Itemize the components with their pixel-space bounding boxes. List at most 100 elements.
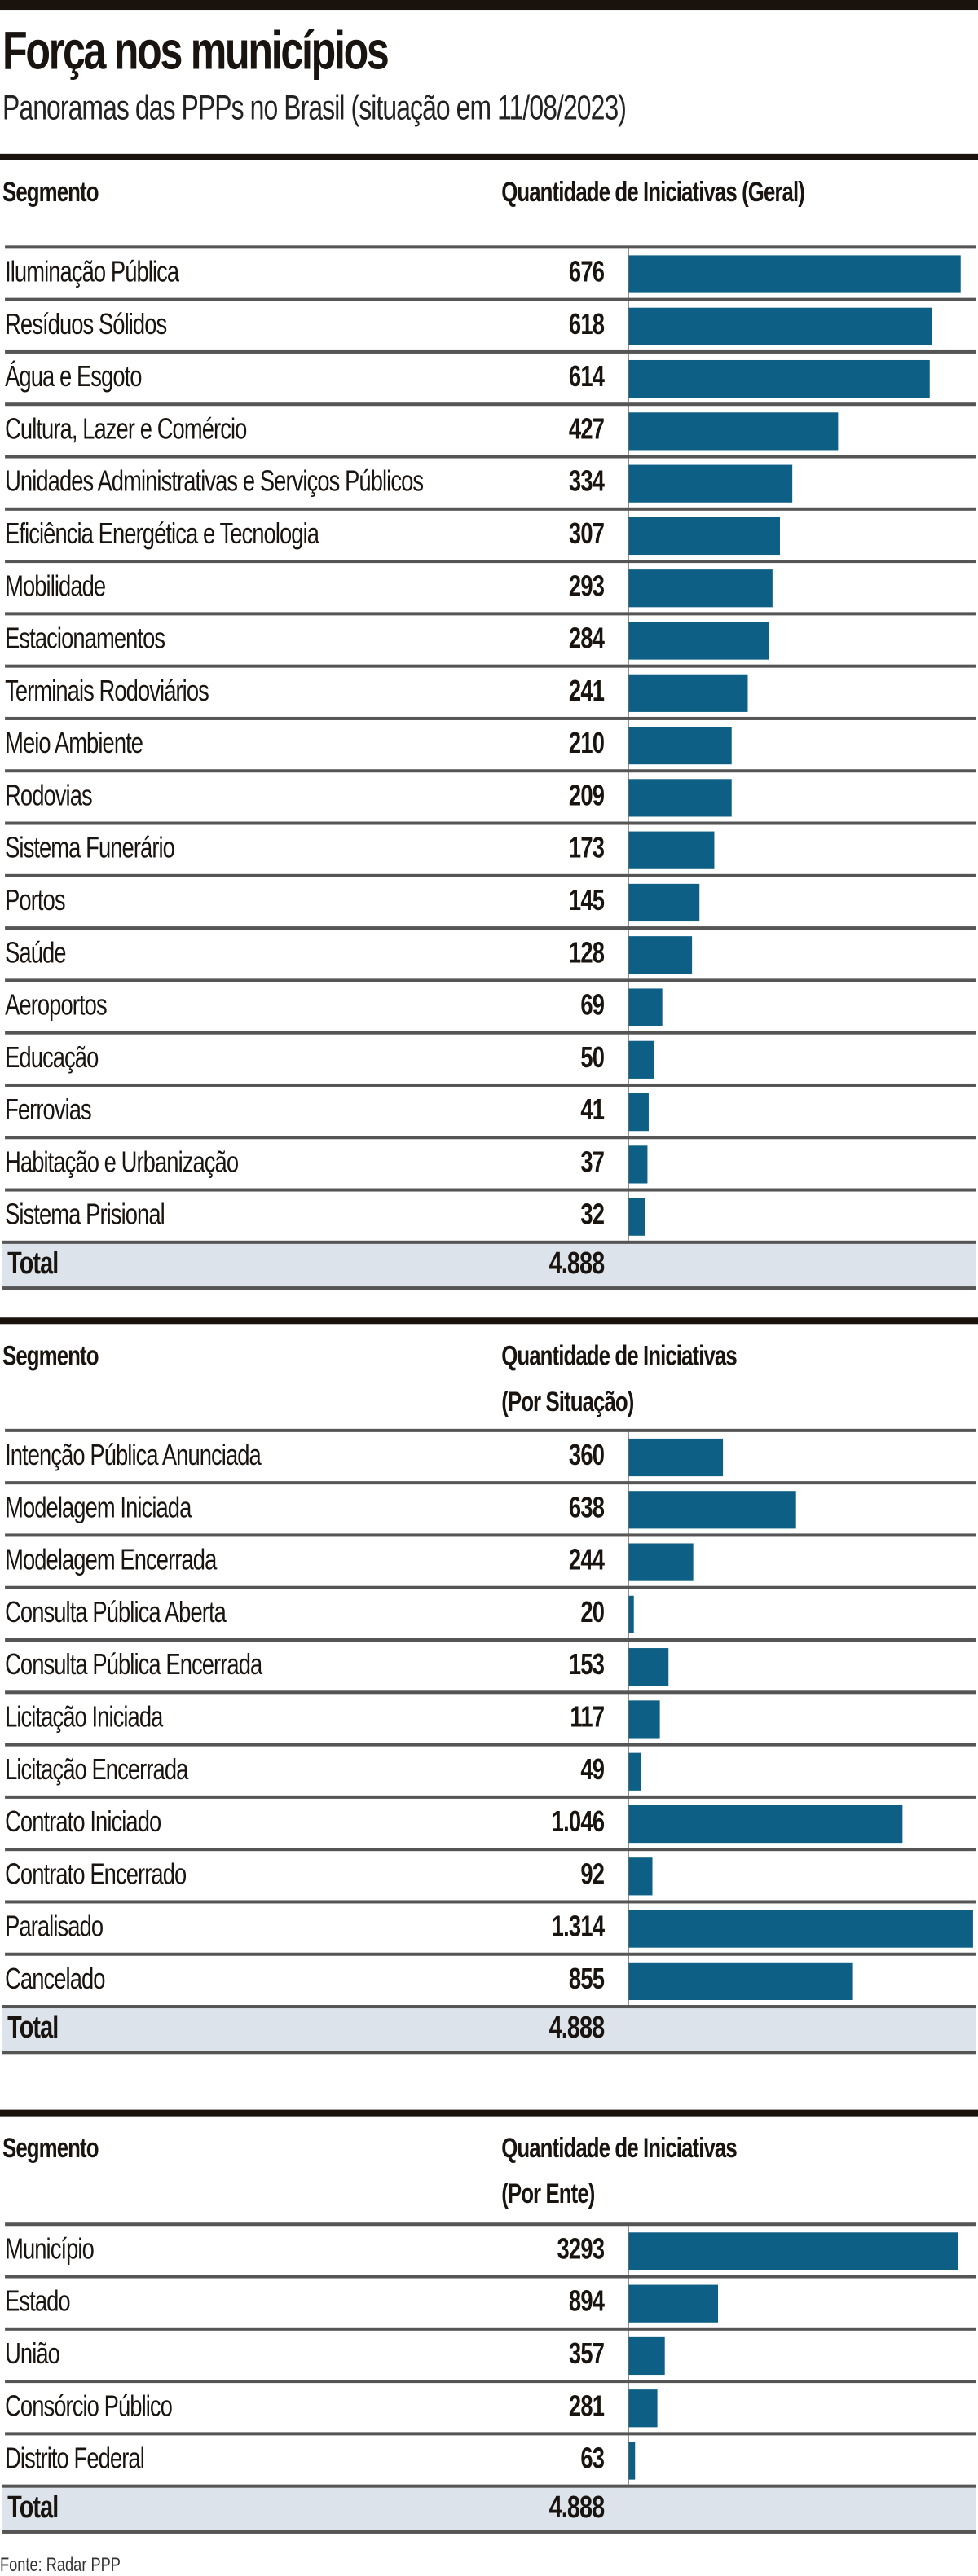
bar	[628, 2442, 636, 2480]
bar	[628, 831, 714, 869]
axis-line	[628, 349, 629, 403]
value-label: 618	[568, 307, 605, 341]
value-label: 3293	[557, 2232, 605, 2266]
chart-title: Força nos municípios	[2, 20, 390, 81]
table-row: Distrito Federal 63	[5, 2432, 976, 2485]
bar	[628, 255, 961, 293]
axis-line	[628, 1083, 629, 1136]
axis-line	[628, 1848, 629, 1901]
bar	[628, 1040, 654, 1079]
table-row: Paralisado 1.314	[5, 1900, 976, 1953]
value-label: 1.314	[551, 1910, 605, 1943]
axis-line	[628, 978, 629, 1031]
bar	[628, 1700, 660, 1739]
axis-line	[628, 402, 629, 455]
table-row: Portos 145	[5, 873, 976, 927]
bar	[628, 2336, 665, 2376]
segment-label: Meio Ambiente	[5, 726, 143, 760]
bar	[628, 1857, 654, 1896]
table-row: Estado 894	[5, 2275, 976, 2328]
segment-label: Consulta Pública Aberta	[5, 1595, 227, 1629]
bar	[628, 726, 733, 765]
value-label: 638	[568, 1491, 605, 1524]
segment-header: Segmento	[2, 2132, 99, 2164]
table-row: União 357	[5, 2327, 976, 2380]
axis-line	[628, 1690, 629, 1743]
value-header-sub: (Por Ente)	[501, 2178, 595, 2210]
axis-line	[628, 507, 629, 560]
value-label: 855	[568, 1962, 605, 1995]
section-rule	[0, 1317, 978, 1325]
value-label: 894	[568, 2284, 605, 2318]
segment-label: Distrito Federal	[5, 2442, 145, 2475]
axis-line	[628, 1428, 629, 1482]
bar	[628, 2232, 958, 2270]
value-label: 334	[568, 464, 605, 498]
value-label: 241	[568, 674, 605, 707]
axis-line	[628, 612, 629, 665]
axis-line	[628, 560, 629, 613]
segment-label: Saúde	[5, 936, 66, 969]
value-label: 41	[580, 1093, 605, 1127]
table-row: Intenção Pública Anunciada 360	[5, 1428, 976, 1482]
segment-label: Rodovias	[5, 779, 93, 812]
segment-label: Licitação Iniciada	[5, 1700, 163, 1734]
table-row: Consulta Pública Encerrada 153	[5, 1638, 976, 1691]
segment-label: Ferrovias	[5, 1093, 92, 1127]
segment-label: Mobilidade	[5, 569, 106, 603]
total-label: Total	[7, 1246, 59, 1282]
bar	[628, 1595, 635, 1633]
total-value: 4.888	[548, 2490, 606, 2525]
bar	[628, 1093, 650, 1132]
table-row: Resíduos Sólidos 618	[5, 297, 976, 350]
table-row: Água e Esgoto 614	[5, 349, 976, 403]
bar	[628, 307, 932, 345]
value-label: 173	[568, 831, 605, 864]
table-row: Contrato Iniciado 1.046	[5, 1795, 976, 1848]
table-row: Modelagem Encerrada 244	[5, 1533, 976, 1586]
axis-line	[628, 1481, 629, 1534]
bar	[628, 1648, 669, 1686]
segment-label: Consulta Pública Encerrada	[5, 1648, 262, 1681]
value-label: 614	[568, 359, 605, 393]
value-label: 20	[580, 1595, 605, 1629]
value-header: Quantidade de Iniciativas	[501, 1340, 738, 1372]
bar	[628, 2389, 658, 2428]
bar	[628, 569, 773, 608]
axis-line	[628, 1585, 629, 1639]
segment-label: Cancelado	[5, 1962, 105, 1995]
table-row: Eficiência Energética e Tecnologia 307	[5, 507, 976, 560]
segment-label: Licitação Encerrada	[5, 1752, 188, 1786]
segment-label: Aeroportos	[5, 988, 108, 1022]
value-header: Quantidade de Iniciativas	[501, 2132, 738, 2164]
segment-label: União	[5, 2336, 60, 2371]
value-label: 32	[580, 1198, 605, 1231]
bar	[628, 622, 769, 660]
bar	[628, 359, 931, 398]
axis-line	[628, 455, 629, 508]
table-row: Município 3293	[5, 2222, 976, 2275]
bar	[628, 517, 780, 556]
table-row: Unidades Administrativas e Serviços Públ…	[5, 455, 976, 508]
bar	[628, 1752, 642, 1791]
axis-line	[628, 1136, 629, 1189]
axis-line	[628, 1638, 629, 1691]
chart-subtitle: Panoramas das PPPs no Brasil (situação e…	[2, 90, 627, 128]
bar	[628, 1145, 647, 1184]
segment-label: Habitação e Urbanização	[5, 1145, 239, 1179]
value-label: 244	[568, 1543, 605, 1576]
value-label: 69	[580, 988, 605, 1022]
segment-label: Modelagem Encerrada	[5, 1543, 217, 1576]
axis-line	[628, 1743, 629, 1796]
value-label: 117	[570, 1700, 605, 1734]
segment-label: Modelagem Iniciada	[5, 1491, 192, 1524]
segment-label: Intenção Pública Anunciada	[5, 1438, 262, 1472]
value-label: 281	[568, 2389, 605, 2423]
table-row: Meio Ambiente 210	[5, 716, 976, 770]
bar	[628, 936, 692, 974]
axis-line	[628, 297, 629, 350]
segment-label: Terminais Rodoviários	[5, 674, 209, 707]
bar	[628, 1805, 903, 1844]
top-bar	[0, 0, 978, 11]
